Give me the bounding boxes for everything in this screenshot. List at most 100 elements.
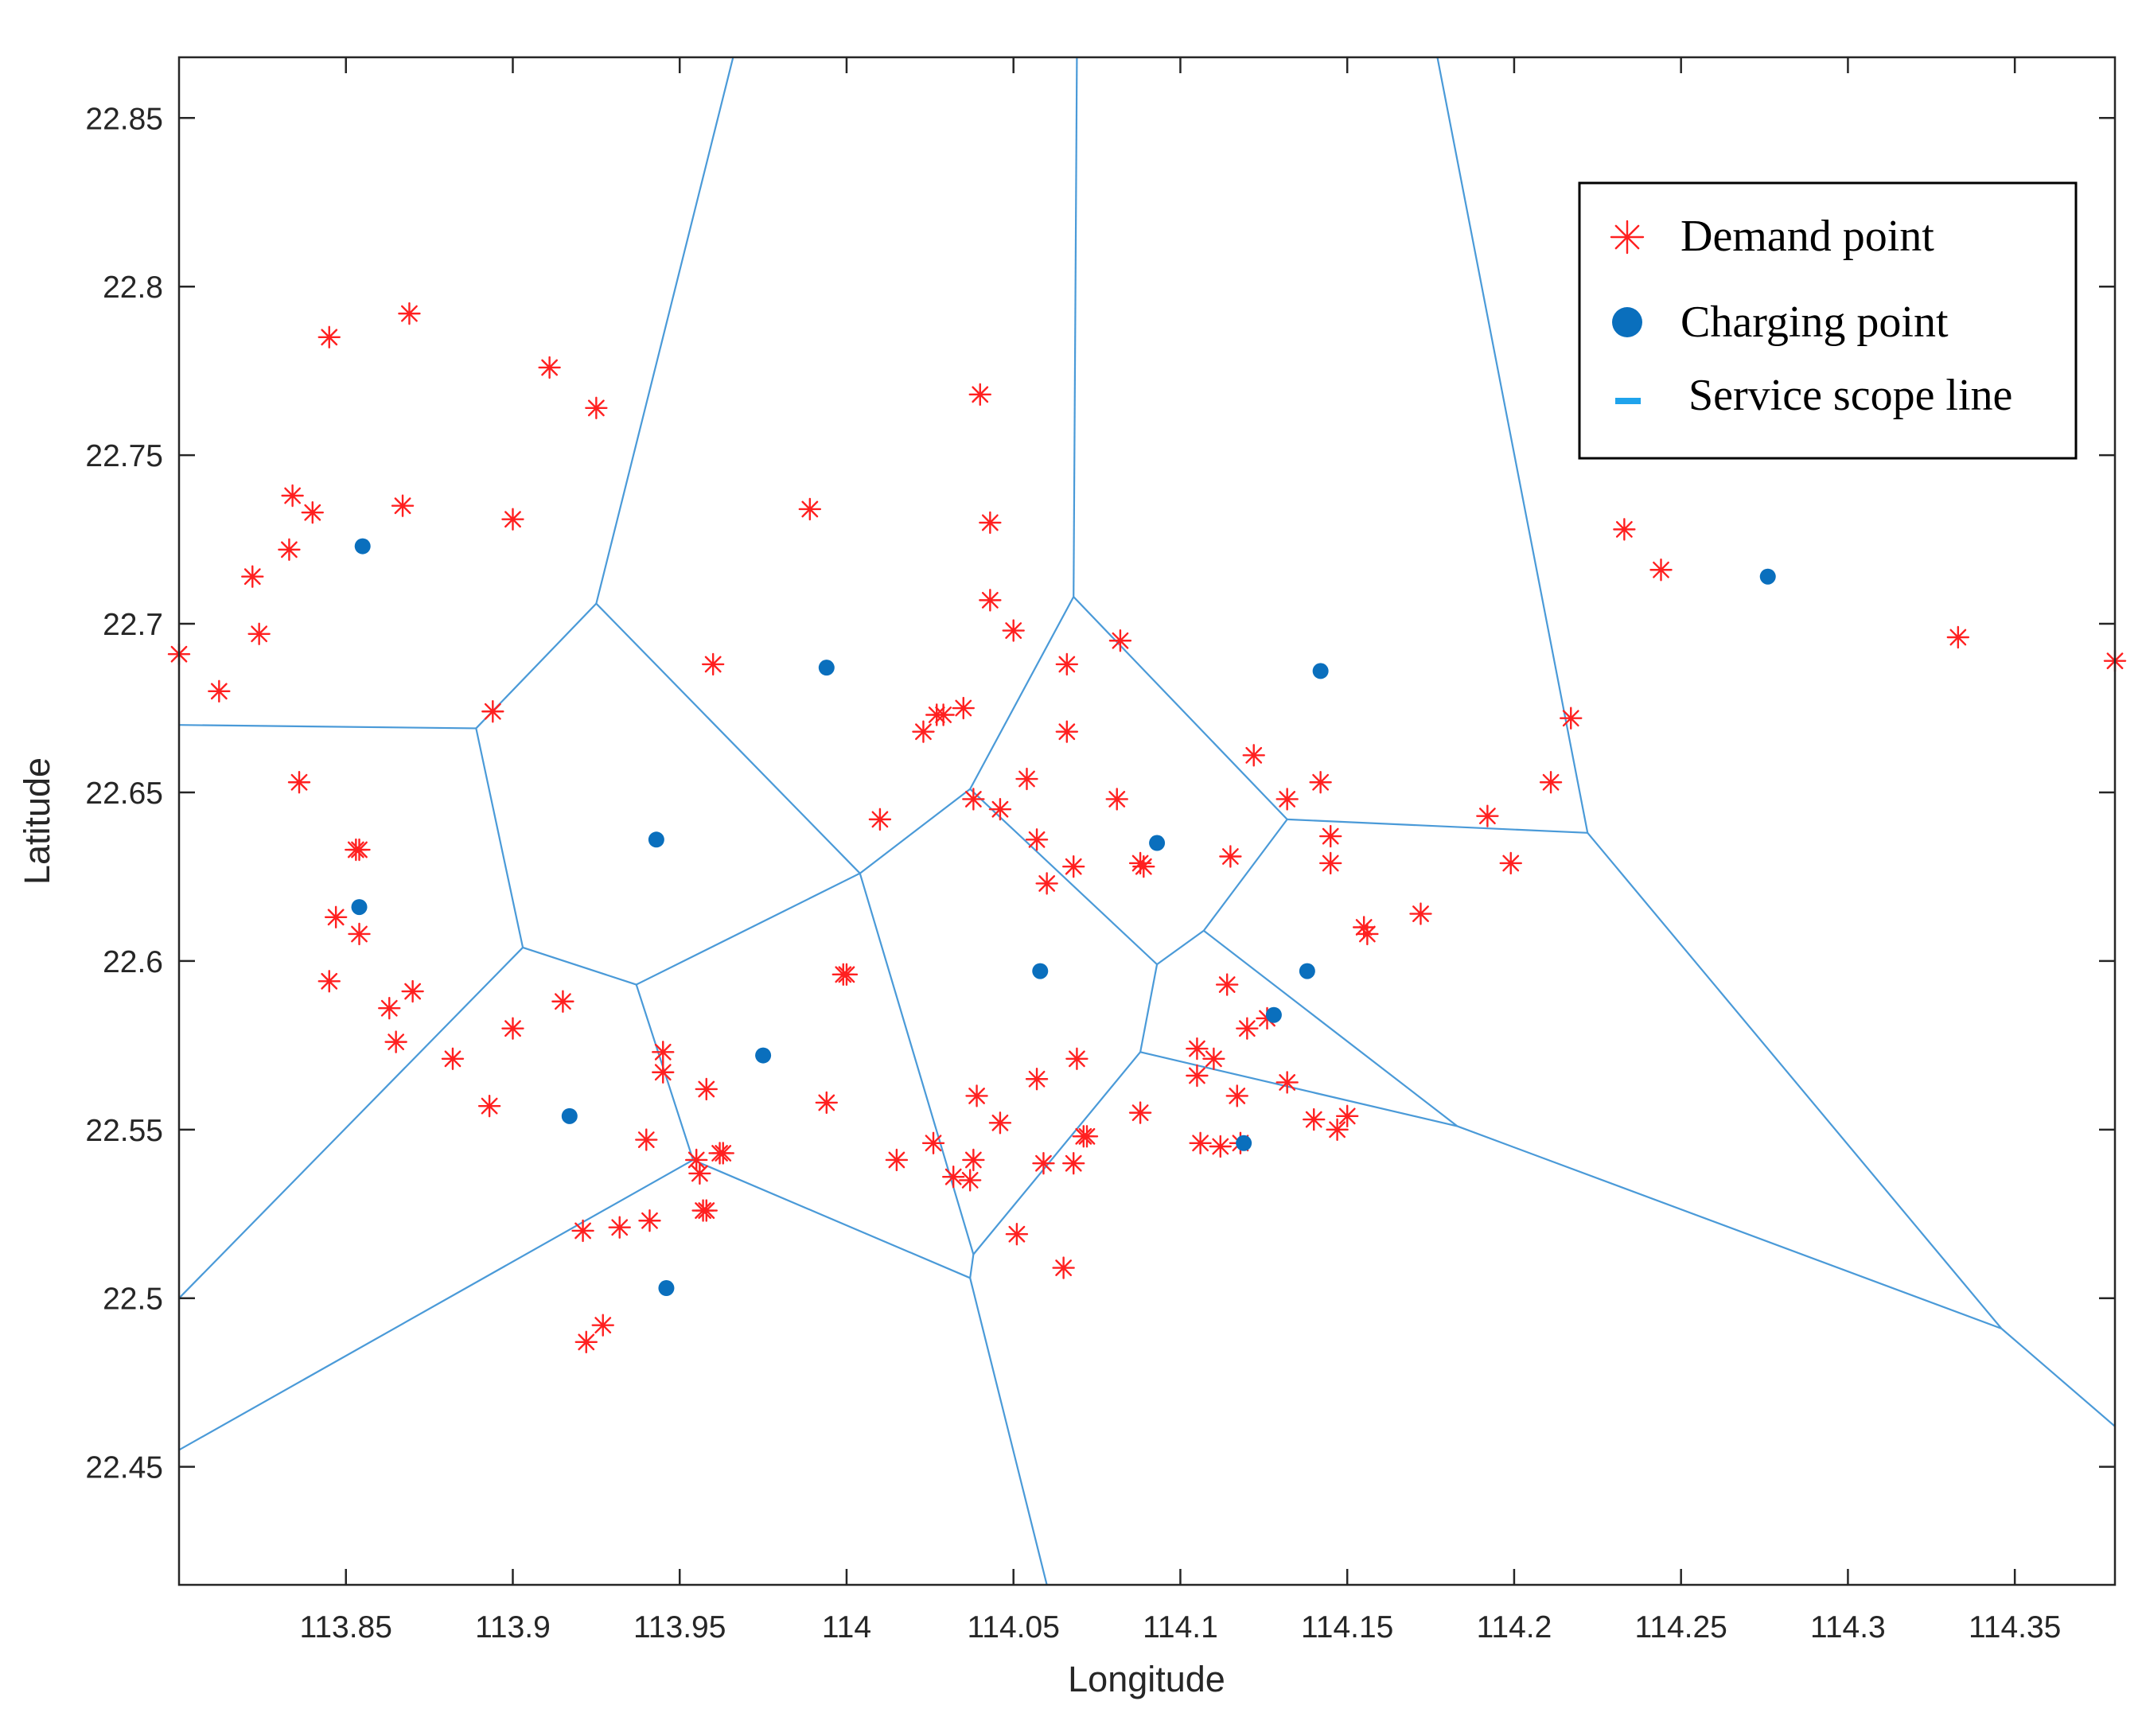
x-tick-label: 113.85: [300, 1610, 392, 1645]
demand-point: [1309, 771, 1332, 794]
legend-asterisk: [1610, 220, 1645, 255]
service-scope-segment: [969, 788, 1158, 965]
x-tick-label: 114.35: [1969, 1610, 2061, 1645]
legend: Demand point Charging point Service scop…: [1578, 181, 2078, 460]
x-tick-label: 114.2: [1477, 1610, 1552, 1645]
service-scope-segment: [1156, 929, 1205, 966]
demand-point: [1275, 1071, 1299, 1094]
demand-point: [684, 1148, 708, 1172]
charging-point: [1149, 835, 1166, 851]
demand-point: [585, 396, 608, 419]
demand-point: [835, 963, 859, 987]
demand-point: [538, 356, 561, 380]
charging-point: [1265, 1006, 1282, 1023]
plot-frame: [177, 56, 2117, 1586]
charging-point: [818, 660, 835, 676]
service-scope-segment: [969, 1254, 975, 1279]
demand-point: [247, 622, 271, 645]
demand-point: [932, 703, 955, 726]
demand-point: [652, 1061, 675, 1084]
demand-point: [1128, 1101, 1152, 1124]
service-scope-segment: [859, 788, 971, 874]
demand-point: [441, 1047, 465, 1071]
service-scope-segment: [969, 596, 1075, 790]
demand-point: [1319, 824, 1342, 848]
charging-points: [351, 538, 1776, 1297]
demand-point: [962, 788, 985, 811]
service-scope-segment: [179, 1159, 694, 1451]
demand-point: [1025, 828, 1049, 851]
demand-point: [1225, 1084, 1248, 1107]
demand-point: [324, 905, 348, 928]
demand-point: [278, 538, 301, 562]
charging-point: [658, 1280, 675, 1297]
service-scope-segment: [1436, 57, 1589, 834]
service-scope-segment: [1073, 57, 1078, 597]
demand-point: [591, 1314, 614, 1337]
y-tick-label: 22.45: [85, 1451, 163, 1485]
demand-point: [958, 1169, 982, 1192]
y-tick-label: 22.6: [103, 945, 163, 979]
demand-point: [1062, 1151, 1085, 1175]
demand-point: [481, 700, 504, 723]
charging-point: [755, 1047, 772, 1064]
demand-point: [952, 696, 975, 720]
demand-point: [1326, 1118, 1349, 1142]
demand-point: [1189, 1131, 1212, 1154]
demand-point: [1065, 1047, 1089, 1071]
service-scope-segment: [636, 872, 861, 986]
demand-point: [1219, 845, 1242, 868]
demand-point: [885, 1148, 909, 1172]
demand-point: [1186, 1064, 1209, 1088]
demand-point: [1499, 851, 1522, 875]
demand-point: [979, 511, 1002, 535]
demand-point: [652, 1041, 675, 1064]
charging-point: [1236, 1135, 1252, 1151]
x-axis: 113.85 113.9 113.95 114 114.05 114.1 114.15 114…: [300, 57, 2061, 1645]
charging-point: [1299, 963, 1315, 979]
service-scope-segment: [1202, 819, 1288, 932]
demand-point: [401, 979, 424, 1003]
demand-point: [1132, 855, 1155, 878]
x-tick-label: 113.95: [633, 1610, 726, 1645]
demand-point: [1035, 872, 1058, 895]
demand-point: [979, 589, 1002, 612]
service-scope-segment: [1139, 1051, 1458, 1127]
demand-point: [968, 383, 991, 407]
demand-point: [501, 1017, 524, 1040]
service-scope-segment: [1587, 832, 2003, 1329]
service-scope-segment: [1287, 818, 1588, 834]
service-scope-segment: [595, 57, 734, 604]
demand-point: [501, 508, 524, 531]
service-scope-segment: [475, 728, 524, 948]
demand-point: [695, 1199, 718, 1222]
asterisk-icon: [1610, 220, 1645, 255]
demand-point: [701, 652, 725, 676]
y-tick-label: 22.65: [85, 777, 163, 811]
charging-point: [561, 1107, 578, 1124]
demand-point: [571, 1219, 594, 1243]
service-scope-segment: [2000, 1328, 2115, 1427]
x-tick-label: 114.25: [1634, 1610, 1727, 1645]
charging-point: [1312, 663, 1329, 679]
service-scope-segment: [692, 1158, 971, 1279]
demand-point: [477, 1094, 501, 1118]
demand-point: [551, 990, 574, 1013]
demand-point: [988, 797, 1012, 821]
x-tick-label: 114.05: [968, 1610, 1060, 1645]
demand-point: [1215, 973, 1239, 996]
service-scope-segment: [179, 724, 477, 730]
charging-point: [1032, 963, 1049, 979]
service-scope-segment: [1457, 1125, 2002, 1329]
legend-box: [1578, 181, 2078, 460]
demand-point: [608, 1216, 631, 1239]
demand-point: [208, 679, 231, 703]
demand-point: [941, 1165, 965, 1189]
y-tick-label: 22.55: [85, 1114, 163, 1148]
demand-point: [1209, 1135, 1232, 1158]
demand-point: [1005, 1223, 1029, 1246]
x-tick-label: 114: [822, 1610, 871, 1645]
demand-point: [1335, 1104, 1359, 1128]
y-axis-title: Latitude: [17, 757, 57, 885]
charging-point: [351, 899, 368, 916]
